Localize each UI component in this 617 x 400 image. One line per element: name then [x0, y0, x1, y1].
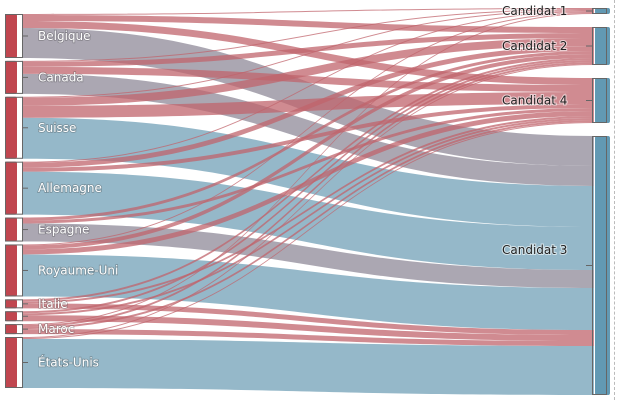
target-node[interactable]: [595, 78, 610, 123]
source-node[interactable]: [5, 96, 17, 159]
link-Italie-Candidat 4[interactable]: [22, 116, 594, 304]
source-label: États-Unis: [38, 355, 99, 370]
link-Suisse-Candidat 2[interactable]: [22, 38, 594, 106]
link-Canada-Candidat 2[interactable]: [22, 33, 594, 67]
source-label: Royaume-Uni: [38, 263, 118, 277]
target-node-outline: [592, 27, 607, 65]
link-unlabeled-Candidat 3[interactable]: [22, 315, 594, 341]
target-node[interactable]: [595, 27, 610, 65]
link-unlabeled-Candidat 2[interactable]: [22, 60, 594, 314]
source-node[interactable]: [5, 299, 17, 309]
link-Suisse-Candidat 3[interactable]: [22, 117, 594, 227]
source-label: Espagne: [38, 223, 89, 237]
link-Allemagne-Candidat 4[interactable]: [22, 104, 594, 172]
link-Espagne-Candidat 4[interactable]: [22, 108, 594, 224]
link-Suisse-Candidat 1[interactable]: [22, 10, 594, 98]
source-label: Allemagne: [38, 181, 102, 195]
target-label: Candidat 1: [502, 4, 567, 18]
link-Belgique-Candidat 1[interactable]: [22, 8, 594, 15]
link-Royaume-Uni-Candidat 2[interactable]: [22, 54, 594, 250]
source-node[interactable]: [5, 311, 17, 322]
source-node[interactable]: [5, 324, 17, 335]
link-Espagne-Candidat 2[interactable]: [22, 51, 594, 221]
source-node[interactable]: [5, 217, 17, 242]
link-États-Unis-Candidat 4[interactable]: [22, 122, 594, 339]
link-unlabeled-Candidat 4[interactable]: [22, 118, 594, 316]
link-Maroc-Candidat 1[interactable]: [22, 13, 594, 326]
source-label: Canada: [38, 70, 84, 84]
links-layer: [22, 8, 594, 395]
source-label: Suisse: [38, 121, 76, 135]
source-node[interactable]: [5, 14, 17, 58]
source-label: Maroc: [38, 322, 74, 336]
link-Royaume-Uni-Candidat 3[interactable]: [22, 254, 594, 330]
plot-edge-divider: [614, 0, 615, 400]
source-node[interactable]: [5, 161, 17, 215]
target-node-outline: [592, 78, 607, 123]
link-Allemagne-Candidat 1[interactable]: [22, 11, 594, 163]
link-Italie-Candidat 2[interactable]: [22, 58, 594, 302]
target-node-outline: [592, 8, 607, 14]
target-node[interactable]: [595, 136, 610, 395]
link-Italie-Candidat 3[interactable]: [22, 303, 594, 335]
link-Maroc-Candidat 2[interactable]: [22, 62, 594, 328]
link-Royaume-Uni-Candidat 1[interactable]: [22, 12, 594, 246]
target-label: Candidat 3: [502, 243, 567, 257]
target-node-outline: [592, 136, 607, 395]
target-label: Candidat 2: [502, 39, 567, 53]
link-Maroc-Candidat 3[interactable]: [22, 329, 594, 346]
link-Allemagne-Candidat 3[interactable]: [22, 171, 594, 270]
labels-layer: Belgique Canada Suisse Allemagne Espagne Roya…: [37, 3, 568, 370]
link-États-Unis-Candidat 2[interactable]: [22, 64, 594, 338]
link-Maroc-Candidat 4[interactable]: [22, 120, 594, 330]
link-Royaume-Uni-Candidat 4[interactable]: [22, 111, 594, 255]
link-Canada-Candidat 3[interactable]: [22, 73, 594, 186]
source-node[interactable]: [5, 244, 17, 297]
source-label: Belgique: [38, 29, 91, 43]
source-node[interactable]: [5, 60, 17, 94]
link-Belgique-Candidat 4[interactable]: [22, 21, 594, 85]
link-Belgique-Candidat 2[interactable]: [22, 15, 594, 33]
source-label: Italie: [38, 297, 68, 311]
source-node[interactable]: [5, 337, 17, 388]
nodes-layer: [5, 8, 610, 395]
link-Canada-Candidat 4[interactable]: [22, 66, 594, 92]
target-label: Candidat 4: [502, 94, 567, 108]
link-Allemagne-Candidat 2[interactable]: [22, 46, 594, 168]
link-États-Unis-Candidat 3[interactable]: [22, 339, 594, 395]
link-Canada-Candidat 1[interactable]: [22, 9, 594, 62]
